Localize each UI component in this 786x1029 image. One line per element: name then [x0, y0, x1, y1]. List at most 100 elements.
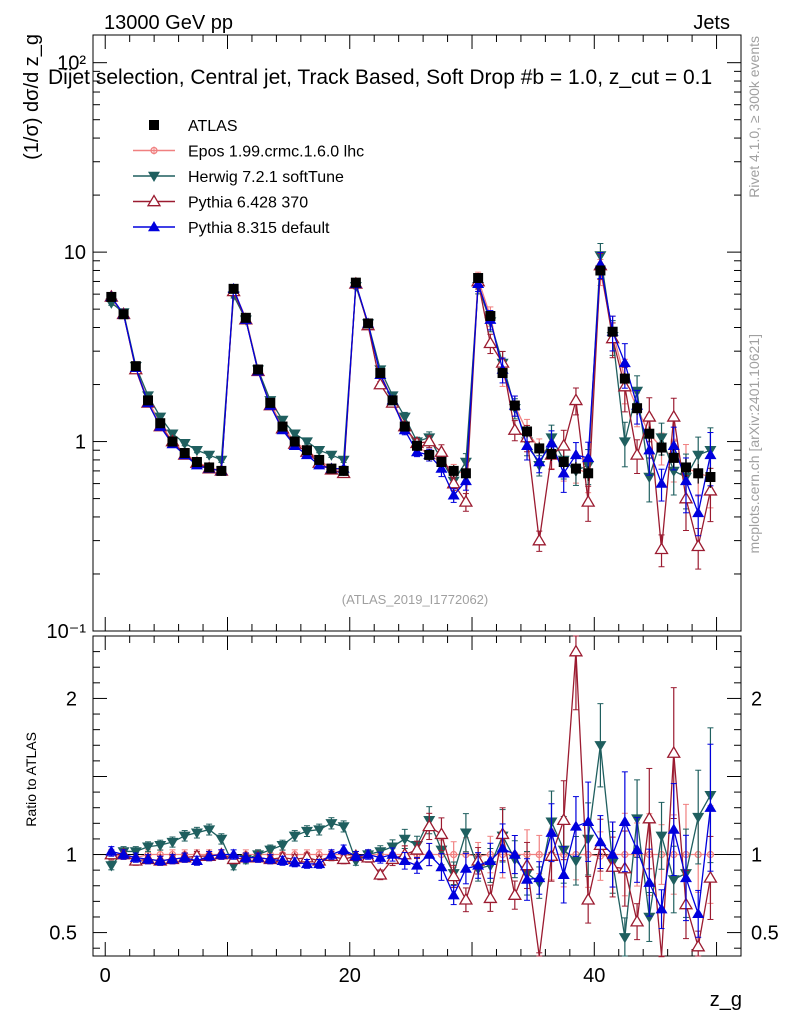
data-point: [618, 815, 631, 826]
data-point: [521, 439, 534, 450]
data-point: [142, 853, 155, 864]
data-point: [424, 449, 435, 460]
data-point: [629, 447, 645, 460]
ratio-series-4: [105, 743, 717, 938]
data-point: [142, 842, 155, 853]
legend-label: Epos 1.99.crmc.1.6.0 lhc: [188, 144, 364, 161]
data-point: [460, 468, 471, 479]
data-point: [507, 887, 522, 900]
main-series-group: [104, 242, 718, 570]
data-point: [569, 448, 582, 460]
data-point: [277, 421, 288, 432]
data-point: [325, 819, 338, 830]
data-point: [692, 812, 705, 824]
ratio-y-axis-label: Ratio to ATLAS: [23, 732, 39, 827]
data-point: [190, 828, 203, 839]
data-point: [448, 465, 459, 476]
data-point: [546, 448, 557, 459]
data-point: [228, 283, 239, 294]
data-point: [203, 450, 216, 461]
data-point: [166, 853, 179, 864]
data-point: [146, 194, 162, 207]
data-point: [522, 426, 533, 437]
data-point: [288, 856, 301, 867]
data-point: [449, 850, 458, 859]
data-point: [105, 861, 118, 872]
series-0: [106, 265, 716, 488]
data-point: [534, 443, 545, 454]
data-point: [693, 468, 704, 479]
data-point: [619, 373, 630, 384]
data-point: [203, 850, 216, 861]
data-point: [459, 828, 472, 839]
data-point: [667, 823, 680, 834]
data-point: [642, 811, 657, 824]
data-point: [556, 438, 571, 451]
data-point: [409, 842, 425, 855]
data-point: [703, 870, 718, 883]
data-point: [289, 436, 300, 447]
data-point: [301, 445, 312, 456]
legend-entry: Pythia 6.428 370: [133, 194, 308, 212]
data-point: [507, 422, 522, 435]
data-point: [533, 456, 546, 467]
data-point: [412, 440, 422, 451]
data-point: [227, 848, 240, 859]
data-point: [178, 831, 191, 842]
data-point: [483, 336, 498, 349]
data-point: [607, 326, 618, 337]
y-tick-label: 1: [75, 432, 86, 454]
data-point: [655, 433, 668, 444]
data-point: [337, 822, 350, 833]
data-point: [581, 494, 596, 507]
data-point: [374, 851, 387, 862]
data-point: [239, 851, 252, 862]
y-axis-label: (1/σ) dσ/d z_g: [21, 34, 43, 160]
data-point: [532, 533, 547, 546]
data-point: [118, 309, 129, 320]
legend-label: Pythia 8.315 default: [188, 220, 330, 237]
data-point: [276, 854, 289, 865]
data-point: [704, 448, 717, 460]
data-point: [154, 840, 167, 852]
data-point: [643, 912, 656, 923]
data-point: [216, 465, 227, 476]
data-point: [386, 848, 399, 859]
data-point: [569, 820, 582, 831]
data-point: [373, 867, 388, 880]
ratio-line: [110, 745, 712, 938]
data-point: [535, 850, 544, 859]
data-point: [422, 819, 437, 832]
data-point: [265, 397, 276, 408]
data-point: [570, 463, 581, 474]
data-point: [459, 457, 472, 469]
data-point: [656, 442, 667, 453]
category-label: Jets: [693, 12, 730, 34]
data-point: [398, 412, 411, 423]
legend-label: Herwig 7.2.1 softTune: [188, 169, 344, 186]
data-point: [253, 364, 264, 375]
x-axis-label: z_g: [710, 989, 742, 1011]
ratio-tick-label: 1: [66, 845, 77, 867]
data-point: [155, 418, 166, 429]
data-point: [666, 745, 681, 758]
data-point: [398, 854, 411, 865]
data-point: [129, 851, 142, 862]
data-point: [154, 854, 167, 865]
data-point: [484, 854, 497, 865]
data-point: [434, 826, 449, 840]
legend-label: Pythia 6.428 370: [188, 195, 308, 212]
data-point: [459, 862, 472, 873]
y-tick-label: 10: [64, 242, 86, 264]
data-point: [326, 463, 337, 474]
data-point: [666, 409, 681, 422]
data-point: [447, 489, 460, 500]
data-point: [300, 437, 313, 448]
data-point: [655, 477, 668, 488]
data-point: [618, 933, 631, 944]
energy-label: 13000 GeV pp: [104, 12, 233, 34]
data-point: [166, 837, 179, 849]
ratio-axis-ticks: 0 20 40 0.5 0.5 1 1 2 2: [49, 635, 779, 987]
data-point: [679, 474, 692, 486]
data-point: [485, 311, 496, 322]
